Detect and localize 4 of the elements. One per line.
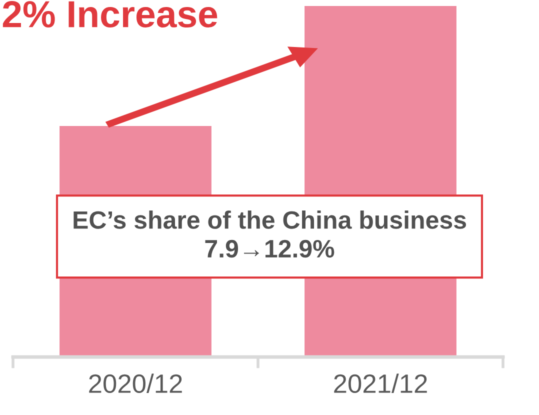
chart-title: 2% Increase [2,0,218,28]
x-tick-label: 2020/12 [89,374,182,394]
annotation: EC’s share of the China business 7.9→12.9% [74,210,466,258]
x-tick-label: 2021/12 [334,374,427,394]
